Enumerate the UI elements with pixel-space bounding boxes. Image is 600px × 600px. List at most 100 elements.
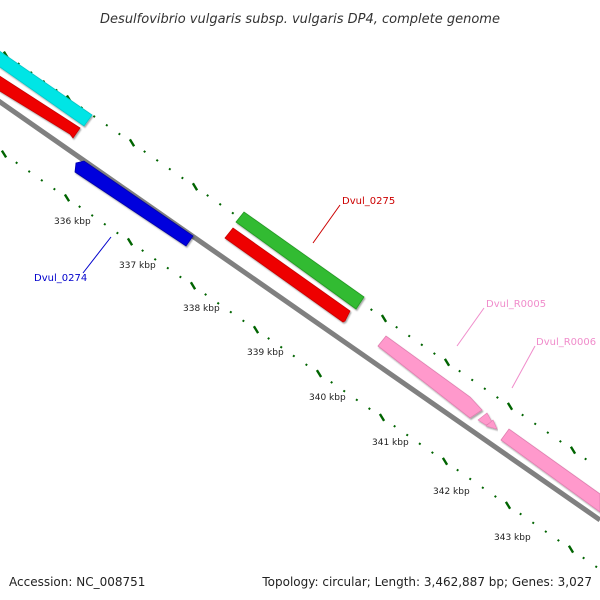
feature-pink-small-arrow[interactable] — [477, 412, 498, 430]
minor-tick-mark — [179, 275, 182, 279]
minor-tick-mark — [407, 334, 411, 338]
minor-tick-mark — [533, 422, 537, 426]
feature-pink-dvul-r0005[interactable] — [377, 335, 483, 419]
minor-tick-mark — [355, 398, 359, 402]
minor-tick-mark — [242, 319, 245, 323]
tick-label-338: 338 kbp — [183, 304, 220, 314]
minor-tick-mark — [78, 205, 82, 209]
major-tick-mark — [569, 446, 577, 455]
minor-tick-mark — [519, 512, 522, 516]
minor-tick-mark — [116, 231, 119, 235]
minor-tick-mark — [342, 389, 346, 393]
minor-tick-mark — [90, 214, 94, 217]
minor-tick-mark — [53, 187, 56, 191]
minor-tick-mark — [405, 433, 409, 437]
minor-tick-mark — [118, 132, 121, 136]
tick-row-lower — [0, 149, 598, 569]
svg-text:Dvul_R0006: Dvul_R0006 — [536, 337, 596, 348]
major-tick-mark — [128, 138, 136, 147]
minor-tick-mark — [267, 337, 270, 340]
minor-tick-mark — [470, 378, 474, 382]
minor-tick-mark — [305, 363, 308, 367]
minor-tick-mark — [231, 211, 235, 215]
gene-label-dvul-0275: Dvul_0275 — [312, 196, 395, 244]
minor-tick-mark — [496, 396, 499, 399]
gene-label-dvul-r0005: Dvul_R0005 — [456, 299, 546, 347]
minor-tick-mark — [431, 451, 434, 455]
minor-tick-mark — [206, 194, 209, 197]
feature-green[interactable] — [235, 211, 365, 310]
minor-tick-mark — [204, 293, 207, 296]
genome-summary-text: Topology: circular; Length: 3,462,887 bp… — [261, 575, 592, 589]
major-tick-mark — [191, 182, 199, 191]
gene-label-dvul-r0006: Dvul_R0006 — [511, 337, 596, 389]
feature-blue-dvul-0274[interactable] — [74, 160, 194, 247]
minor-tick-mark — [521, 413, 524, 417]
minor-tick-mark — [395, 325, 398, 329]
svg-text:Dvul_0274: Dvul_0274 — [34, 273, 87, 284]
major-tick-mark — [443, 358, 451, 367]
major-tick-mark — [378, 413, 386, 422]
minor-tick-mark — [594, 565, 598, 569]
minor-tick-mark — [370, 308, 373, 312]
major-tick-mark — [441, 457, 449, 466]
minor-tick-mark — [40, 178, 44, 182]
minor-tick-mark — [481, 486, 485, 490]
feature-pink-dvul-r0006[interactable] — [500, 428, 600, 513]
minor-tick-mark — [556, 538, 560, 542]
minor-tick-mark — [433, 352, 436, 356]
tick-label-339: 339 kbp — [247, 348, 284, 358]
minor-tick-mark — [546, 431, 550, 435]
minor-tick-mark — [456, 468, 459, 472]
major-tick-mark — [189, 281, 197, 290]
minor-tick-mark — [393, 424, 396, 428]
gene-label-dvul-0274: Dvul_0274 — [34, 236, 112, 284]
tick-label-343: 343 kbp — [494, 533, 531, 543]
minor-tick-mark — [27, 170, 31, 173]
tick-labels: 336 kbp 337 kbp 338 kbp 339 kbp 340 kbp … — [54, 217, 531, 543]
major-tick-mark — [126, 237, 134, 246]
minor-tick-mark — [458, 369, 461, 373]
minor-tick-mark — [153, 257, 157, 261]
feature-red-dvul-0275[interactable] — [224, 227, 351, 323]
minor-tick-mark — [218, 202, 222, 206]
minor-tick-mark — [483, 387, 487, 391]
minor-tick-mark — [229, 310, 233, 314]
minor-tick-mark — [216, 301, 220, 305]
minor-tick-mark — [168, 167, 172, 171]
major-tick-mark — [252, 325, 260, 334]
map-title: Desulfovibrio vulgaris subsp. vulgaris D… — [100, 12, 500, 27]
major-tick-mark — [506, 402, 514, 411]
minor-tick-mark — [141, 249, 144, 252]
feature-cyan[interactable] — [0, 50, 93, 127]
minor-tick-mark — [418, 442, 422, 446]
minor-tick-mark — [558, 439, 562, 443]
minor-tick-mark — [92, 115, 96, 118]
major-tick-mark — [380, 314, 388, 323]
major-tick-mark — [504, 501, 512, 510]
minor-tick-mark — [368, 407, 371, 411]
minor-tick-mark — [420, 343, 424, 347]
minor-tick-mark — [105, 123, 109, 127]
minor-tick-mark — [584, 457, 588, 461]
tick-label-336: 336 kbp — [54, 217, 91, 227]
minor-tick-mark — [468, 477, 472, 481]
feature-red-left[interactable] — [0, 75, 81, 139]
minor-tick-mark — [143, 150, 146, 153]
minor-tick-mark — [544, 530, 548, 534]
tick-label-337: 337 kbp — [119, 261, 156, 271]
minor-tick-mark — [292, 354, 296, 358]
major-tick-mark — [315, 369, 323, 378]
minor-tick-mark — [155, 159, 159, 162]
major-tick-mark — [63, 193, 71, 202]
minor-tick-mark — [582, 556, 585, 560]
major-tick-mark — [0, 149, 8, 159]
minor-tick-mark — [531, 521, 535, 525]
minor-tick-mark — [103, 222, 107, 226]
minor-tick-mark — [15, 161, 18, 165]
minor-tick-mark — [166, 266, 170, 270]
minor-tick-mark — [494, 495, 497, 498]
svg-text:Dvul_0275: Dvul_0275 — [342, 196, 395, 207]
minor-tick-mark — [181, 176, 184, 180]
